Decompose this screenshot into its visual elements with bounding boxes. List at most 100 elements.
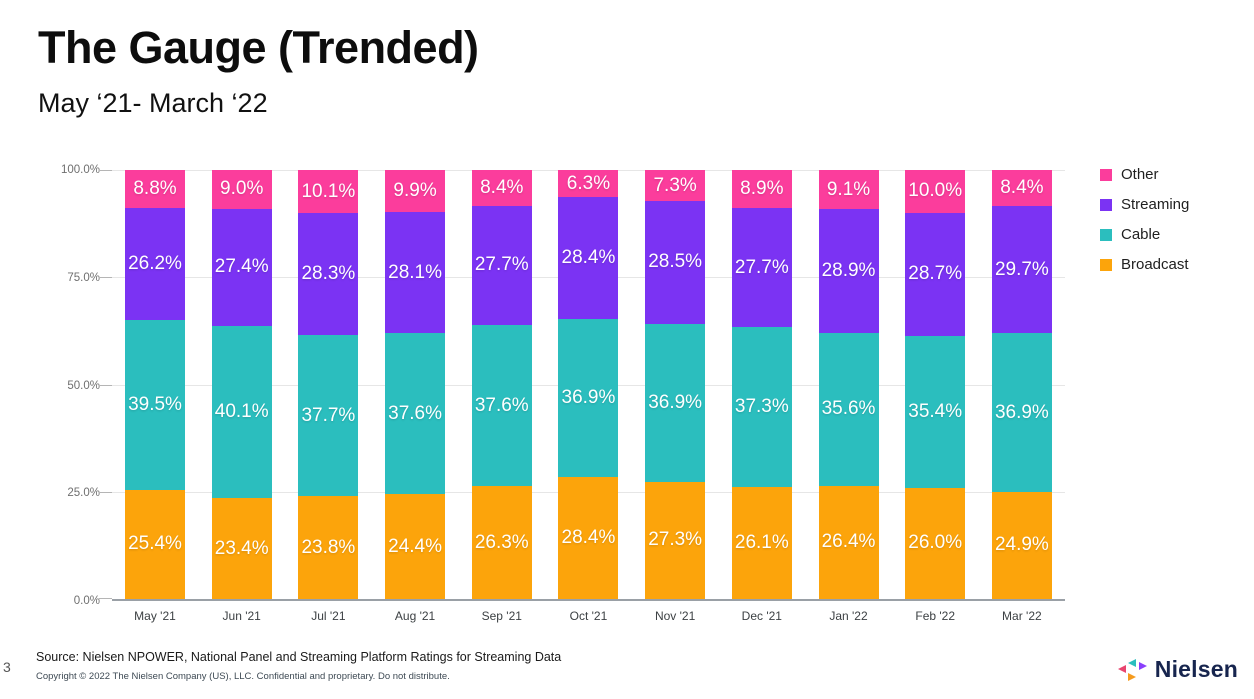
x-axis-label: Mar '22 [1002,609,1042,623]
bar-segment: 28.1% [385,212,446,334]
bar-value-label: 8.4% [1000,177,1044,199]
bar-segment: 35.4% [905,336,966,488]
bar-value-label: 37.3% [734,396,789,417]
bar-segment: 10.1% [298,170,359,214]
bar-segment: 37.6% [385,333,446,495]
bar-value-label: 7.3% [653,174,697,196]
bar-value-label: 36.9% [648,391,703,413]
legend-item: Streaming [1100,196,1189,213]
bar-value-label: 25.4% [128,533,182,555]
legend-label: Other [1121,166,1159,183]
bar-segment: 9.9% [385,170,446,213]
bar-segment: 8.9% [731,170,792,209]
bar-segment: 39.5% [125,320,185,490]
page-subtitle: May ‘21- March ‘22 [38,88,268,118]
y-tick-label: 0.0% [73,595,100,607]
bar-segment: 27.7% [471,206,532,325]
bar-segment: 27.7% [731,208,792,327]
bar-segment: 27.3% [645,481,706,599]
bar-segment: 29.7% [991,206,1052,334]
bar-value-label: 28.4% [561,246,616,268]
bar-value-label: 10.0% [908,180,963,202]
x-axis-label: Nov '21 [654,609,696,623]
bar-column: 6.3% 28.4% 36.9% 28.4% Oct '21 [558,170,619,623]
y-tick [99,384,112,386]
bar-segment: 28.4% [558,197,619,319]
bar-segment: 26.4% [818,485,879,599]
bar-segment: 28.4% [558,477,619,599]
bar-segment: 26.3% [471,486,532,599]
bar-value-label: 35.6% [821,398,876,420]
nielsen-logo: Nielsen [1117,656,1238,683]
y-tick-label: 50.0% [67,379,100,392]
bar-value-label: 10.1% [301,180,356,202]
legend-swatch [1100,228,1112,241]
y-axis-labels: 100.0% 75.0% 50.0% 25.0% 0.0% [28,164,100,607]
bar-value-label: 24.4% [388,535,442,557]
bar-value-label: 27.3% [648,529,703,551]
bar-segment: 8.4% [991,170,1052,207]
bar-value-label: 26.3% [474,531,529,553]
bar-column: 9.1% 28.9% 35.6% 26.4% Jan '22 [818,170,879,623]
bar-segment: 36.9% [558,318,619,478]
bar-segment: 8.4% [471,170,532,207]
bar-segment: 25.4% [125,489,185,599]
bar-segment: 24.9% [991,491,1052,599]
bar-value-label: 36.9% [994,401,1049,423]
legend-label: Broadcast [1121,256,1189,273]
bar-value-label: 26.4% [821,531,876,553]
bars: 8.8% 26.2% 39.5% 25.4% May '21 9.0% 27.4% 40.1%… [112,170,1065,623]
bar-value-label: 6.3% [566,172,611,194]
legend-label: Streaming [1121,196,1190,213]
bar-value-label: 37.6% [474,394,529,416]
bar-value-label: 29.7% [994,258,1049,280]
bar-value-label: 27.7% [734,256,789,278]
plot-area: 8.8% 26.2% 39.5% 25.4% May '21 9.0% 27.4% 40.1%… [99,170,1065,623]
y-tick [99,491,112,493]
bar-value-label: 26.2% [128,252,182,274]
chart-legend: Other Streaming Cable Broadcast [1100,166,1189,286]
bar-value-label: 9.9% [393,180,437,202]
nielsen-logo-text: Nielsen [1154,656,1238,682]
bar-segment: 37.6% [471,324,532,487]
logo-triangle-teal [1127,658,1136,667]
legend-swatch [1100,258,1112,271]
bar-value-label: 35.4% [908,400,963,422]
bar-value-label: 8.8% [133,177,177,199]
bar-segment: 26.2% [125,207,185,321]
bar-segment: 7.3% [645,170,706,202]
bar-value-label: 39.5% [128,393,182,415]
bar-column: 8.4% 29.7% 36.9% 24.9% Mar '22 [991,170,1052,623]
bar-value-label: 9.1% [826,178,871,200]
y-tick [99,277,112,279]
bar-segment: 23.8% [298,496,359,599]
x-axis-label: Jan '22 [829,609,868,623]
bar-column: 8.8% 26.2% 39.5% 25.4% May '21 [125,170,185,623]
logo-triangle-purple [1138,661,1147,670]
bar-value-label: 23.8% [301,536,356,558]
bar-segment: 37.7% [298,334,359,497]
x-axis-label: Sep '21 [481,609,522,623]
bar-segment: 28.9% [818,209,879,333]
y-tick [99,598,112,599]
page-title: The Gauge (Trended) [38,22,479,73]
bar-column: 7.3% 28.5% 36.9% 27.3% Nov '21 [645,170,706,623]
bar-column: 9.9% 28.1% 37.6% 24.4% Aug '21 [385,170,446,623]
legend-swatch [1100,198,1112,211]
bar-value-label: 27.7% [474,254,529,276]
bar-value-label: 28.5% [648,251,703,273]
x-axis-label: Feb '22 [915,609,956,623]
bar-value-label: 8.9% [740,178,784,200]
bar-value-label: 28.9% [821,260,876,282]
logo-triangle-pink [1117,665,1126,673]
y-tick-label: 25.0% [67,487,100,500]
bar-value-label: 28.3% [301,263,356,285]
bar-value-label: 28.4% [561,527,616,549]
logo-triangle-orange [1127,672,1136,681]
x-axis-label: Oct '21 [569,609,608,623]
x-axis-label: Jun '21 [222,609,261,623]
bar-segment: 27.4% [211,208,272,327]
legend-item: Broadcast [1100,256,1189,273]
x-axis-label: Aug '21 [394,609,436,623]
